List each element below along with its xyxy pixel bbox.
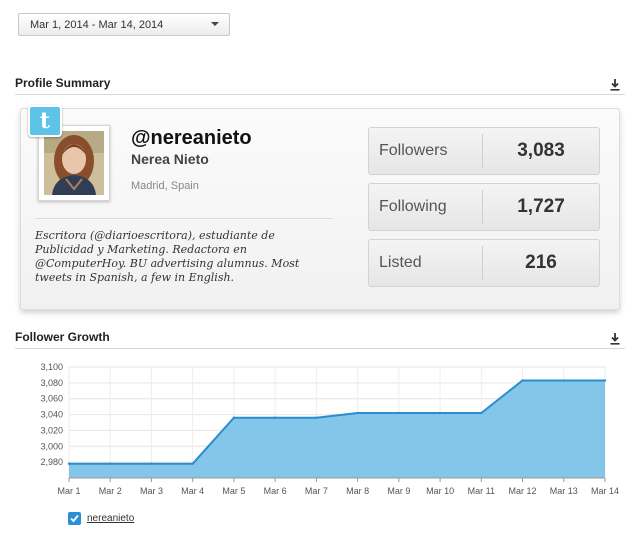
stat-label: Listed	[379, 254, 422, 271]
x-tick-label: Mar 7	[305, 486, 328, 496]
x-tick-label: Mar 12	[509, 486, 537, 496]
x-tick-label: Mar 6	[264, 486, 287, 496]
date-range-dropdown[interactable]: Mar 1, 2014 - Mar 14, 2014	[18, 13, 230, 36]
bio-divider	[35, 218, 333, 219]
series-line	[69, 379, 605, 465]
data-point	[562, 379, 565, 382]
x-tick-label: Mar 4	[181, 486, 204, 496]
x-tick-label: Mar 3	[140, 486, 163, 496]
profile-card: t @nereanieto Nerea Nieto Madrid, Spain …	[20, 105, 620, 310]
profile-summary-title: Profile Summary	[15, 76, 111, 90]
profile-bio: Escritora (@diarioescritora), estudiante…	[35, 229, 300, 284]
x-tick-label: Mar 8	[346, 486, 369, 496]
x-tick-label: Mar 5	[222, 486, 245, 496]
twitter-icon: t	[28, 105, 62, 137]
y-tick-label: 3,080	[40, 378, 63, 388]
data-point	[315, 416, 318, 419]
section-divider	[15, 94, 625, 95]
stat-value: 3,083	[517, 140, 565, 161]
follower-growth-title: Follower Growth	[15, 330, 110, 344]
date-range-value: Mar 1, 2014 - Mar 14, 2014	[30, 18, 164, 31]
x-tick-label: Mar 10	[426, 486, 454, 496]
data-point	[356, 411, 359, 415]
chevron-down-icon	[211, 22, 219, 26]
data-point	[273, 416, 277, 419]
stat-label: Following	[379, 198, 447, 215]
data-point	[67, 462, 71, 465]
x-tick-label: Mar 11	[468, 486, 495, 496]
stat-divider	[482, 246, 483, 280]
y-tick-label: 3,100	[40, 362, 63, 372]
stat-listed: Listed 216	[368, 239, 600, 287]
data-point	[232, 416, 236, 419]
checkmark-icon	[70, 514, 79, 523]
data-point	[191, 462, 194, 465]
y-tick-label: 2,980	[40, 457, 63, 467]
x-tick-label: Mar 14	[591, 486, 619, 496]
y-tick-label: 3,040	[40, 410, 63, 420]
section-divider	[15, 348, 625, 349]
chart-legend: nereanieto	[68, 512, 134, 525]
follower-growth-chart: 2,980 3,000 3,020 3,040 3,060 3,080 3,100 Mar 1…	[40, 362, 619, 496]
stat-divider	[482, 134, 483, 168]
stat-value: 216	[525, 252, 557, 273]
data-point	[109, 462, 112, 465]
profile-name: Nerea Nieto	[131, 151, 209, 167]
legend-series-label[interactable]: nereanieto	[87, 513, 135, 524]
data-point	[603, 379, 607, 382]
data-point	[397, 411, 401, 415]
y-tick-label: 3,020	[40, 425, 63, 435]
data-point	[521, 379, 524, 382]
stat-divider	[482, 190, 483, 224]
legend-checkbox[interactable]	[68, 512, 81, 525]
data-point	[438, 411, 442, 415]
data-point	[480, 411, 483, 415]
x-tick-label: Mar 9	[387, 486, 410, 496]
stat-followers: Followers 3,083	[368, 127, 600, 175]
x-tick-label: Mar 13	[550, 486, 578, 496]
download-icon[interactable]	[610, 333, 620, 345]
stat-value: 1,727	[517, 196, 565, 217]
stat-following: Following 1,727	[368, 183, 600, 231]
y-tick-label: 3,000	[40, 441, 63, 451]
data-point	[150, 462, 153, 465]
x-tick-label: Mar 2	[99, 486, 122, 496]
y-tick-label: 3,060	[40, 394, 63, 404]
x-tick-label: Mar 1	[57, 486, 80, 496]
stat-label: Followers	[379, 142, 448, 159]
profile-handle[interactable]: @nereanieto	[131, 127, 252, 149]
profile-location: Madrid, Spain	[131, 180, 199, 192]
download-icon[interactable]	[610, 79, 620, 91]
avatar	[38, 125, 110, 201]
